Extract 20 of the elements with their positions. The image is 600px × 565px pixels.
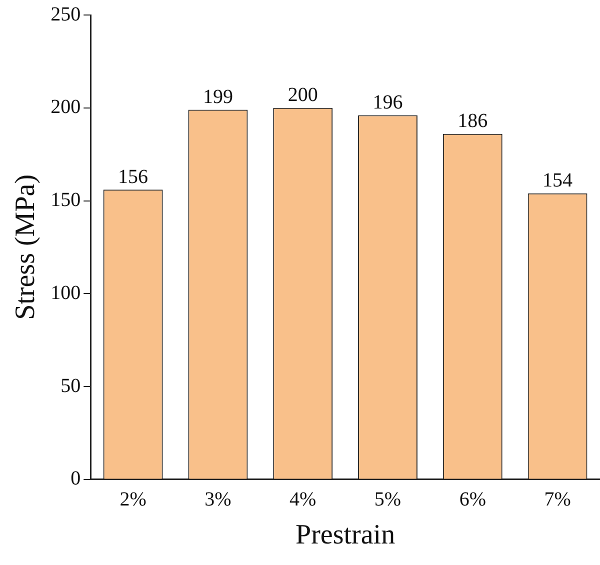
data-label: 199 (202, 86, 233, 108)
x-axis-title: Prestrain (296, 520, 396, 551)
y-tick-label: 100 (50, 282, 81, 304)
x-tick-label: 4% (290, 488, 316, 511)
x-tick-label: 2% (120, 488, 146, 511)
x-tick-label: 6% (459, 488, 486, 511)
y-tick-label: 50 (60, 374, 81, 397)
data-label: 154 (542, 170, 573, 192)
x-tick-label: 7% (544, 488, 571, 511)
x-tick-label: 5% (374, 488, 402, 511)
data-label: 156 (118, 166, 148, 188)
data-label: 200 (288, 84, 318, 106)
data-label: 186 (458, 110, 488, 132)
y-tick-label: 0 (70, 468, 81, 490)
y-tick-label: 250 (50, 3, 81, 26)
data-label: 196 (372, 92, 403, 114)
y-tick-label: 150 (50, 189, 81, 212)
y-tick-label: 200 (50, 96, 81, 118)
x-tick-label: 3% (204, 488, 232, 511)
y-axis-title: Stress (MPa) (10, 174, 42, 320)
